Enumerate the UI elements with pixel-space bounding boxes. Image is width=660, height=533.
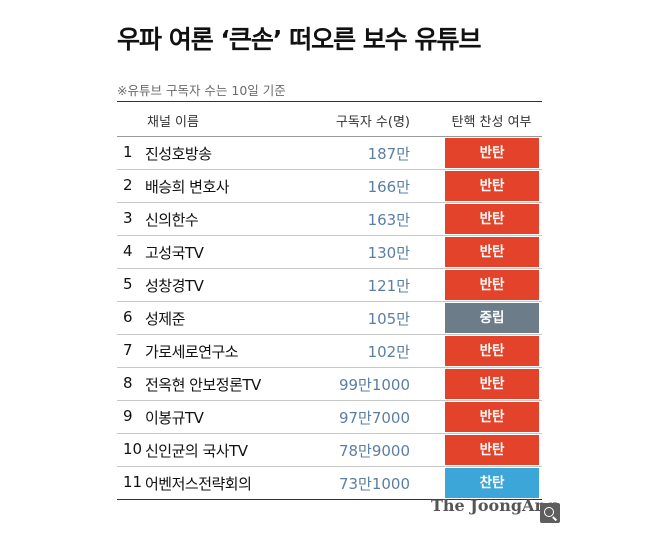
channel-name: 어벤저스전략회의 <box>145 475 252 493</box>
stance-badge: 반탄 <box>445 204 539 234</box>
subscriber-count: 163만 <box>367 211 410 229</box>
table-row: 7 가로세로연구소 102만 반탄 <box>117 335 542 368</box>
rank-number: 10 <box>123 440 143 458</box>
channel-name: 진성호방송 <box>145 145 212 163</box>
channel-name: 배승희 변호사 <box>145 178 230 196</box>
stance-badge: 반탄 <box>445 171 539 201</box>
channel-name: 성창경TV <box>145 277 204 295</box>
rank-number: 7 <box>123 341 133 359</box>
subscriber-count: 99만1000 <box>338 376 410 394</box>
subscriber-count: 102만 <box>367 343 410 361</box>
channel-name: 이봉규TV <box>145 409 204 427</box>
rank-number: 11 <box>123 473 143 491</box>
table-row: 6 성제준 105만 중립 <box>117 302 542 335</box>
rank-number: 3 <box>123 209 133 227</box>
subscriber-count: 121만 <box>367 277 410 295</box>
channel-name: 가로세로연구소 <box>145 343 239 361</box>
table-row: 10 신인균의 국사TV 78만9000 반탄 <box>117 434 542 467</box>
subscriber-count: 78만9000 <box>338 442 410 460</box>
table-row: 8 전옥현 안보정론TV 99만1000 반탄 <box>117 368 542 401</box>
rank-number: 6 <box>123 308 133 326</box>
rank-number: 8 <box>123 374 133 392</box>
stance-badge: 반탄 <box>445 237 539 267</box>
joongang-logo: The JoongAng <box>431 496 558 515</box>
stance-badge: 반탄 <box>445 336 539 366</box>
table-row: 9 이봉규TV 97만7000 반탄 <box>117 401 542 434</box>
header-subscribers: 구독자 수(명) <box>335 115 410 130</box>
rank-number: 9 <box>123 407 133 425</box>
rank-number: 5 <box>123 275 133 293</box>
channel-name: 전옥현 안보정론TV <box>145 376 261 394</box>
table-header: 채널 이름 구독자 수(명) 탄핵 찬성 여부 <box>117 102 542 137</box>
rank-number: 2 <box>123 176 133 194</box>
page-title: 우파 여론 ‘큰손’ 떠오른 보수 유튜브 <box>117 25 482 54</box>
table-body: 1 진성호방송 187만 반탄 2 배승희 변호사 166만 반탄 3 신의한수 163만 반탄 4 고성… <box>117 137 542 499</box>
subscriber-count: 97만7000 <box>338 409 410 427</box>
subscriber-count: 73만1000 <box>338 475 410 493</box>
zoom-lens <box>544 507 554 517</box>
channel-name: 신인균의 국사TV <box>145 442 248 460</box>
channel-table: 채널 이름 구독자 수(명) 탄핵 찬성 여부 1 진성호방송 187만 반탄 2 배승희… <box>117 101 542 500</box>
table-row: 11 어벤저스전략회의 73만1000 찬탄 <box>117 467 542 499</box>
stance-badge: 반탄 <box>445 435 539 465</box>
zoom-icon[interactable] <box>540 503 560 523</box>
subscriber-note: ※유튜브 구독자 수는 10일 기준 <box>117 83 286 98</box>
table-row: 2 배승희 변호사 166만 반탄 <box>117 170 542 203</box>
channel-name: 성제준 <box>145 310 185 328</box>
header-impeachment-stance: 탄핵 찬성 여부 <box>451 115 532 130</box>
stance-badge: 중립 <box>445 303 539 333</box>
table-row: 4 고성국TV 130만 반탄 <box>117 236 542 269</box>
table-row: 1 진성호방송 187만 반탄 <box>117 137 542 170</box>
channel-name: 신의한수 <box>145 211 199 229</box>
header-channel-name: 채널 이름 <box>147 115 199 130</box>
table-row: 5 성창경TV 121만 반탄 <box>117 269 542 302</box>
stance-badge: 반탄 <box>445 369 539 399</box>
table-row: 3 신의한수 163만 반탄 <box>117 203 542 236</box>
stance-badge: 반탄 <box>445 270 539 300</box>
subscriber-count: 105만 <box>367 310 410 328</box>
subscriber-count: 166만 <box>367 178 410 196</box>
zoom-handle <box>552 516 558 521</box>
stance-badge: 찬탄 <box>445 468 539 498</box>
stance-badge: 반탄 <box>445 138 539 168</box>
rank-number: 1 <box>123 143 133 161</box>
channel-name: 고성국TV <box>145 244 204 262</box>
subscriber-count: 130만 <box>367 244 410 262</box>
rank-number: 4 <box>123 242 133 260</box>
subscriber-count: 187만 <box>367 145 410 163</box>
stance-badge: 반탄 <box>445 402 539 432</box>
